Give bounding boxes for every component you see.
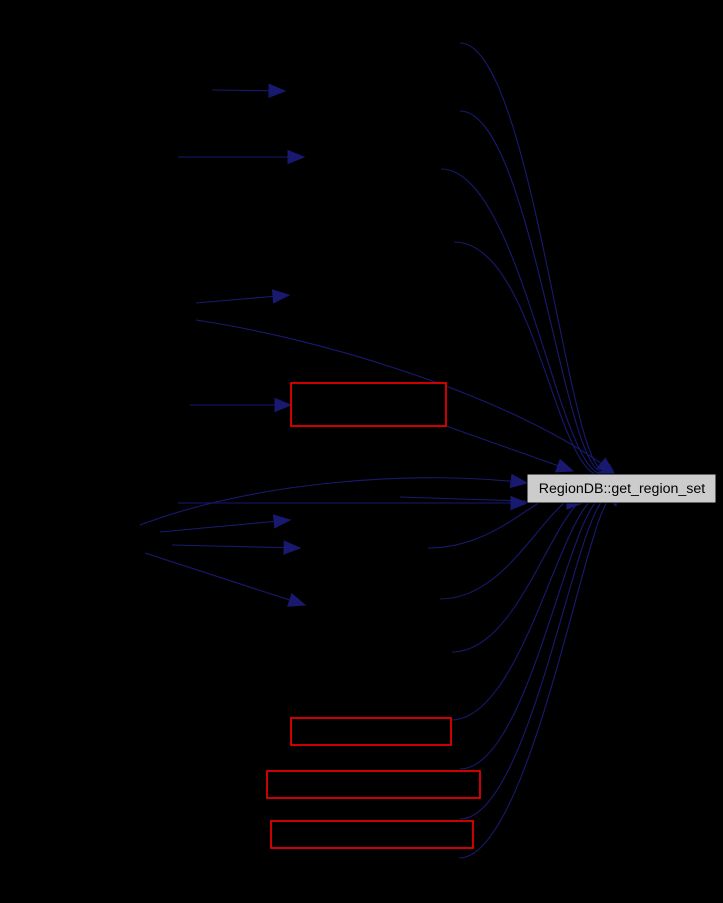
svg-text:RegionDB::get_region_set: RegionDB::get_region_set	[539, 481, 705, 497]
